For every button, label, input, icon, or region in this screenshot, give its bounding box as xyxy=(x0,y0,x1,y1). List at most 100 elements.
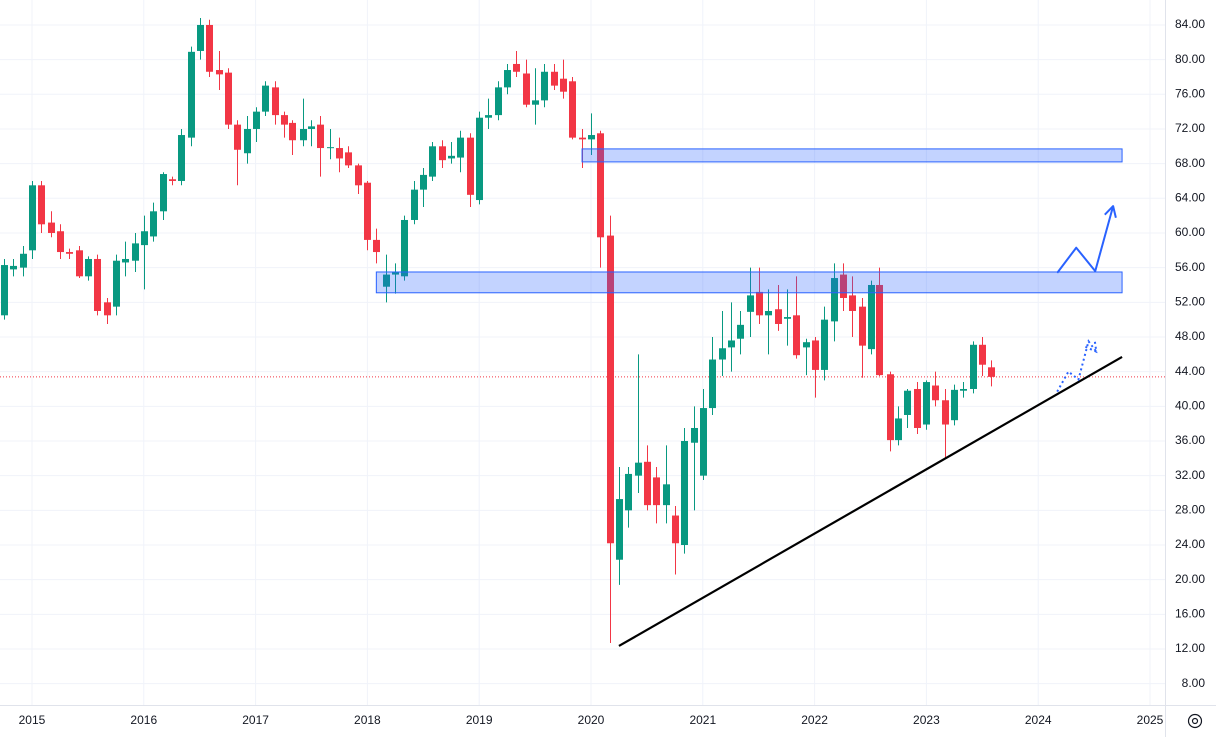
candle-body xyxy=(272,87,279,116)
candle-body xyxy=(94,258,101,311)
candle-body xyxy=(383,274,390,287)
y-tick-label: 16.00 xyxy=(1175,607,1205,621)
x-tick-label: 2024 xyxy=(1025,713,1052,727)
y-tick-label: 52.00 xyxy=(1175,294,1205,308)
candle-body xyxy=(988,367,995,377)
y-tick-label: 44.00 xyxy=(1175,364,1205,378)
x-tick-label: 2023 xyxy=(913,713,940,727)
settings-button[interactable] xyxy=(1187,713,1203,729)
candle-body xyxy=(831,278,838,322)
candle-body xyxy=(765,310,772,316)
candle-body xyxy=(57,231,64,253)
candle-body xyxy=(653,477,660,506)
candle-body xyxy=(895,418,902,441)
drawings-over-layer xyxy=(375,148,1123,647)
candle-body xyxy=(150,211,157,237)
candle-body xyxy=(234,124,241,150)
candle-body xyxy=(588,135,595,140)
y-tick-label: 36.00 xyxy=(1175,433,1205,447)
candle-body xyxy=(113,260,120,307)
candle-body xyxy=(169,179,176,181)
candle-body xyxy=(812,340,819,370)
axes-layer: 8.00 12.00 16.00 20.00 24.00 28.00 32.00 36.00 4… xyxy=(19,17,1206,727)
candle-body xyxy=(523,73,530,105)
y-tick-label: 64.00 xyxy=(1175,190,1205,204)
candle-body xyxy=(551,71,558,86)
candle-body xyxy=(923,382,930,425)
x-tick-label: 2021 xyxy=(689,713,716,727)
candle-body xyxy=(392,271,399,275)
candle-body xyxy=(495,87,502,116)
candle-body xyxy=(775,309,782,324)
candle-body xyxy=(597,133,604,238)
gear-outline xyxy=(1187,713,1203,729)
candle-body xyxy=(244,128,251,154)
candle-body xyxy=(579,137,586,140)
y-tick-label: 68.00 xyxy=(1175,156,1205,170)
candle-body xyxy=(85,258,92,277)
candle-body xyxy=(942,400,949,425)
candle-body xyxy=(216,70,223,75)
candle-body xyxy=(66,252,73,254)
candle-body xyxy=(1,265,8,316)
x-tick-label: 2020 xyxy=(578,713,605,727)
candle-body xyxy=(345,152,352,166)
x-tick-label: 2015 xyxy=(19,713,46,727)
candle-body xyxy=(719,348,726,360)
projection-arrow-dotted xyxy=(1056,339,1098,393)
y-tick-label: 20.00 xyxy=(1175,572,1205,586)
candle-body xyxy=(29,185,36,251)
candle-body xyxy=(327,147,334,149)
candle-body xyxy=(979,344,986,365)
candle-body xyxy=(141,231,148,246)
candle-body xyxy=(10,265,17,270)
candle-body xyxy=(457,137,464,158)
projection-arrow xyxy=(1056,205,1115,274)
candle-body xyxy=(401,219,408,277)
candle-body xyxy=(672,515,679,544)
candle-body xyxy=(317,124,324,149)
candle-body xyxy=(467,137,474,195)
candle-body xyxy=(485,115,492,118)
candle-body xyxy=(876,284,883,376)
candle-body xyxy=(728,340,735,348)
candle-body xyxy=(887,374,894,441)
x-tick-label: 2016 xyxy=(130,713,157,727)
candle-body xyxy=(960,388,967,391)
projection-arrow-dotted-head xyxy=(1085,339,1098,354)
candle-body xyxy=(281,115,288,125)
candle-body xyxy=(914,388,921,428)
candle-body xyxy=(206,24,213,72)
candle-body xyxy=(644,461,651,506)
candle-body xyxy=(132,243,139,261)
candle-body xyxy=(607,235,614,544)
candle-body xyxy=(700,408,707,476)
candle-body xyxy=(188,51,195,138)
y-tick-label: 76.00 xyxy=(1175,86,1205,100)
candle-body xyxy=(691,427,698,443)
candle-body xyxy=(48,222,55,233)
y-tick-label: 60.00 xyxy=(1175,225,1205,239)
candle-body xyxy=(429,146,436,177)
candle-body xyxy=(970,344,977,389)
candle-body xyxy=(364,182,371,240)
y-tick-label: 48.00 xyxy=(1175,329,1205,343)
candle-body xyxy=(336,148,343,159)
candle-body xyxy=(476,117,483,201)
candle-body xyxy=(122,258,129,263)
candle-body xyxy=(569,81,576,138)
trend-line xyxy=(618,355,1123,647)
candle-body xyxy=(737,324,744,339)
candle-body xyxy=(821,319,828,370)
candle-body xyxy=(803,342,810,348)
candle-body xyxy=(532,100,539,105)
y-tick-label: 56.00 xyxy=(1175,260,1205,274)
x-tick-label: 2017 xyxy=(242,713,269,727)
price-zone xyxy=(581,148,1123,163)
candle-body xyxy=(793,315,800,356)
candle-body xyxy=(681,440,688,546)
candle-body xyxy=(513,63,520,72)
candle-body xyxy=(625,473,632,511)
candle-body xyxy=(747,295,754,312)
